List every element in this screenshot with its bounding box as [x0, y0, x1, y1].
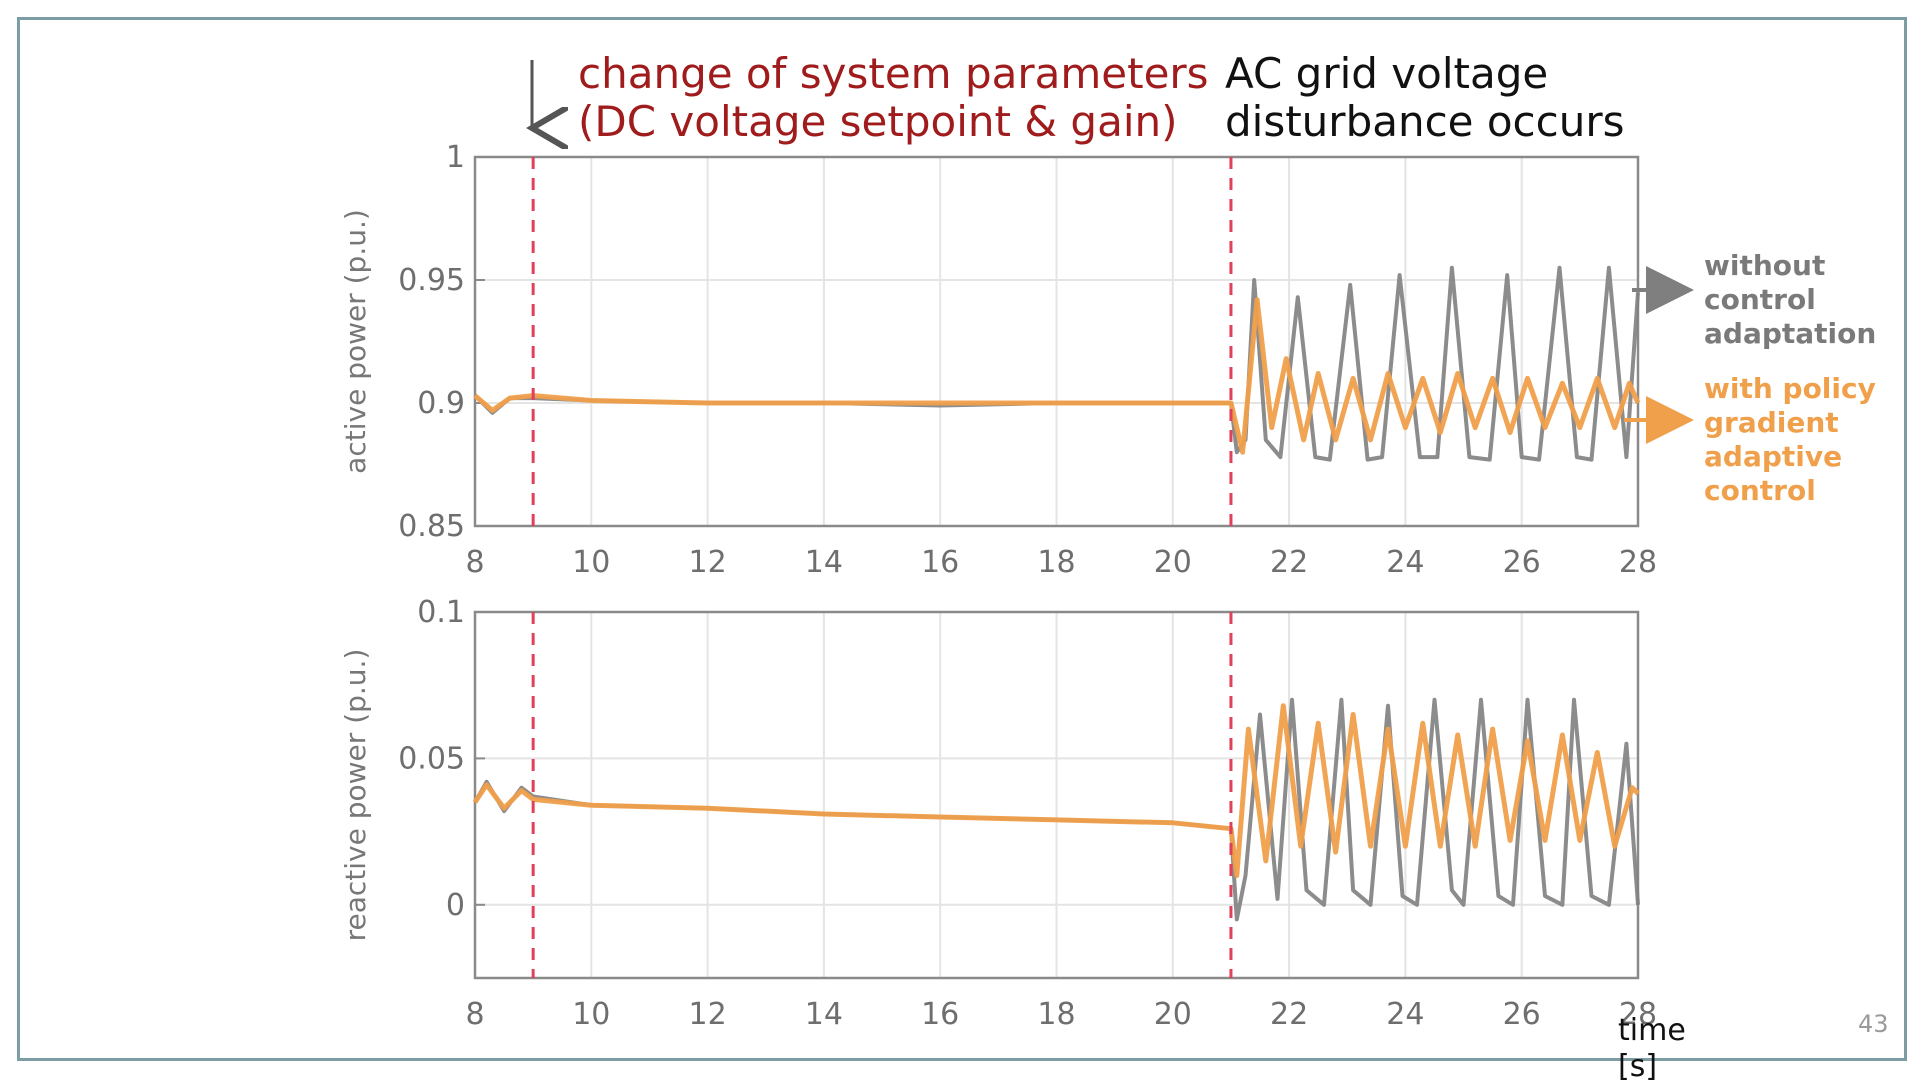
reactive-x-tick-label: 8 — [465, 997, 484, 1032]
active-x-tick-label: 10 — [572, 545, 610, 580]
active-axes-box — [473, 155, 1640, 528]
legend-adaptive-line4: control — [1704, 474, 1816, 507]
active-power-chart: 8 10 12 14 16 18 20 22 24 26 28 0.85 0.9 0.95 1 active … — [339, 140, 1657, 580]
legend-adaptive-line1: with policy — [1704, 372, 1876, 405]
x-unit-label-line2: [s] — [1618, 1049, 1657, 1080]
annotation-disturbance-line1: AC grid voltage — [1225, 49, 1548, 98]
reactive-x-tick-label: 14 — [805, 997, 843, 1032]
reactive-x-tick-label: 10 — [572, 997, 610, 1032]
active-x-tick-label: 26 — [1503, 545, 1541, 580]
reactive-series-adaptive-control — [472, 703, 1640, 878]
page-number: 43 — [1858, 1010, 1889, 1038]
reactive-x-tick-label: 26 — [1503, 997, 1541, 1032]
reactive-x-tick-label: 20 — [1154, 997, 1192, 1032]
slide-frame — [17, 17, 1907, 1061]
legend-without-adaptation-line1: without — [1704, 249, 1825, 282]
reactive-y-tick-label: 0.05 — [398, 741, 465, 776]
active-y-axis-label: active power (p.u.) — [339, 209, 372, 474]
reactive-x-tick-label: 12 — [689, 997, 727, 1032]
reactive-x-tick-label: 22 — [1270, 997, 1308, 1032]
active-x-tick-label: 12 — [689, 545, 727, 580]
x-unit-label-line1: time — [1618, 1013, 1686, 1048]
active-y-tick-label: 1 — [446, 140, 465, 175]
annotation-parameter-change-line2: (DC voltage setpoint & gain) — [578, 97, 1178, 146]
reactive-axes-box — [473, 610, 1640, 980]
reactive-y-tick-label: 0 — [446, 888, 465, 923]
legend-adaptive-line3: adaptive — [1704, 440, 1842, 473]
reactive-y-tick-label: 0.1 — [417, 595, 465, 630]
active-x-tick-label: 8 — [465, 545, 484, 580]
legend-without-adaptation-line2: control — [1704, 283, 1816, 316]
active-y-tick-label: 0.9 — [417, 386, 465, 421]
reactive-x-tick-label: 28 — [1619, 997, 1657, 1032]
active-x-tick-label: 22 — [1270, 545, 1308, 580]
reactive-x-tick-label: 18 — [1037, 997, 1075, 1032]
active-y-tick-label: 0.95 — [398, 263, 465, 298]
active-x-tick-label: 18 — [1037, 545, 1075, 580]
active-x-tick-label: 28 — [1619, 545, 1657, 580]
active-y-tick-label: 0.85 — [398, 509, 465, 544]
annotation-parameter-change-line1: change of system parameters — [578, 49, 1209, 98]
reactive-power-chart: 8 10 12 14 16 18 20 22 24 26 28 0 0.05 0.1 reactive po… — [339, 595, 1657, 1032]
legend-without-adaptation-line3: adaptation — [1704, 317, 1876, 350]
reactive-x-tick-label: 16 — [921, 997, 959, 1032]
reactive-y-axis-label: reactive power (p.u.) — [339, 649, 372, 942]
active-series-adaptive-control — [473, 297, 1641, 455]
annotation-disturbance-line2: disturbance occurs — [1225, 97, 1625, 146]
reactive-x-tick-label: 24 — [1386, 997, 1424, 1032]
active-x-tick-label: 16 — [921, 545, 959, 580]
active-x-tick-label: 14 — [805, 545, 843, 580]
active-x-tick-label: 24 — [1386, 545, 1424, 580]
active-x-tick-label: 20 — [1154, 545, 1192, 580]
legend-adaptive-line2: gradient — [1704, 406, 1839, 439]
